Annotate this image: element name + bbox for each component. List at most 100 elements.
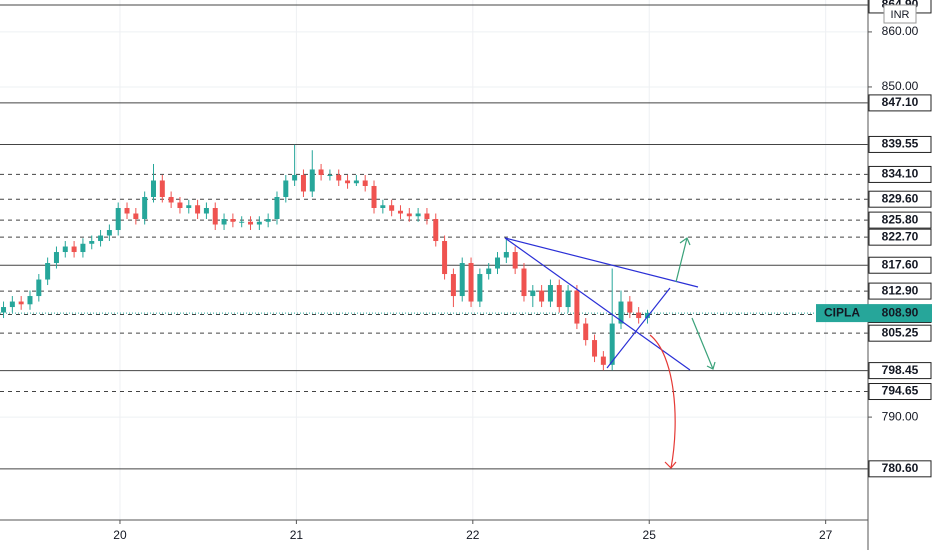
candle-body xyxy=(292,174,298,181)
candle-body xyxy=(477,274,483,302)
candle-body xyxy=(98,235,104,242)
candle-body xyxy=(159,180,165,197)
level-label: 805.25 xyxy=(882,325,919,339)
level-label: 812.90 xyxy=(882,283,919,297)
candle-body xyxy=(468,263,474,302)
candle-body xyxy=(547,285,553,302)
candle-body xyxy=(89,241,95,244)
arrow xyxy=(649,334,676,469)
last-price-label: 808.90 xyxy=(882,305,919,319)
candle-body xyxy=(592,340,598,357)
candle-body xyxy=(230,219,236,222)
candle-body xyxy=(53,252,59,264)
level-label: 780.60 xyxy=(882,461,919,475)
candle-body xyxy=(380,205,386,208)
level-label: 839.55 xyxy=(882,137,919,151)
x-tick-label: 21 xyxy=(290,528,304,542)
level-label-box xyxy=(868,362,932,380)
candle-body xyxy=(283,180,289,197)
candle-body xyxy=(177,202,183,208)
candle-body xyxy=(36,279,42,297)
level-label-box xyxy=(868,282,932,300)
candle-body xyxy=(583,323,589,341)
candle-body xyxy=(124,208,130,214)
candle-body xyxy=(212,208,218,225)
candle-body xyxy=(27,296,33,305)
level-label-box xyxy=(868,256,932,274)
candle-body xyxy=(644,313,650,319)
candle-body xyxy=(80,243,86,253)
candle-body xyxy=(168,196,174,203)
candle-body xyxy=(248,221,254,225)
candle-body xyxy=(503,252,509,258)
level-label-box xyxy=(868,94,932,112)
level-label-box xyxy=(868,211,932,229)
candle-body xyxy=(221,219,227,225)
candle-body xyxy=(495,257,501,269)
arrow-head xyxy=(679,237,691,246)
last-price-name-box xyxy=(816,304,868,323)
y-tick-label: 790.00 xyxy=(882,409,919,423)
x-tick-label: 20 xyxy=(113,528,127,542)
candle-body xyxy=(415,213,421,217)
currency-box xyxy=(883,4,917,24)
level-label: 847.10 xyxy=(882,95,919,109)
x-tick-label: 25 xyxy=(643,528,657,542)
level-label-box xyxy=(868,165,932,183)
candle-body xyxy=(512,252,518,269)
level-label: 825.80 xyxy=(882,212,919,226)
candle-body xyxy=(389,205,395,211)
candle-body xyxy=(486,268,492,275)
level-label-box xyxy=(868,228,932,246)
candle-body xyxy=(371,185,377,208)
axes: 790.00850.00860.002021222527864.90847.10… xyxy=(113,0,932,542)
candles xyxy=(1,144,650,371)
arrow xyxy=(675,237,688,283)
candle-body xyxy=(71,246,77,253)
candle-body xyxy=(318,169,324,175)
candle-body xyxy=(150,180,156,197)
arrow-head xyxy=(706,361,716,370)
candle-body xyxy=(300,174,306,192)
last-price-box xyxy=(868,304,932,323)
last-price-name: CIPLA xyxy=(824,305,860,319)
candle-body xyxy=(115,208,121,231)
y-tick-label: 850.00 xyxy=(882,79,919,93)
trend-line xyxy=(504,237,699,288)
level-label: 798.45 xyxy=(882,363,919,377)
y-tick-label: 860.00 xyxy=(882,24,919,38)
candle-body xyxy=(345,180,351,184)
trend-line xyxy=(504,237,691,371)
candle-body xyxy=(574,290,580,324)
level-label: 829.60 xyxy=(882,191,919,205)
candle-body xyxy=(609,323,615,365)
candle-body xyxy=(9,301,15,308)
level-label: 834.10 xyxy=(882,167,919,181)
level-label-box xyxy=(868,460,932,478)
candle-body xyxy=(142,196,148,220)
arrow xyxy=(691,317,714,370)
candle-body xyxy=(309,169,315,192)
level-label: 817.60 xyxy=(882,257,919,271)
candle-body xyxy=(362,180,368,186)
candle-body xyxy=(636,312,642,319)
level-label: 822.70 xyxy=(882,229,919,243)
candle-body xyxy=(186,205,192,208)
candle-body xyxy=(556,285,562,308)
level-label-box xyxy=(868,135,932,153)
candle-body xyxy=(618,301,624,324)
candle-body xyxy=(627,301,633,313)
candle-body xyxy=(433,219,439,242)
candle-body xyxy=(565,290,571,308)
candle-body xyxy=(397,210,403,214)
candle-body xyxy=(195,205,201,214)
drawings xyxy=(504,237,716,469)
candle-body xyxy=(1,307,7,313)
candle-body xyxy=(459,263,465,297)
grid xyxy=(0,0,868,520)
currency: INR xyxy=(891,9,910,21)
candle-body xyxy=(106,230,112,236)
candle-body xyxy=(133,213,139,220)
